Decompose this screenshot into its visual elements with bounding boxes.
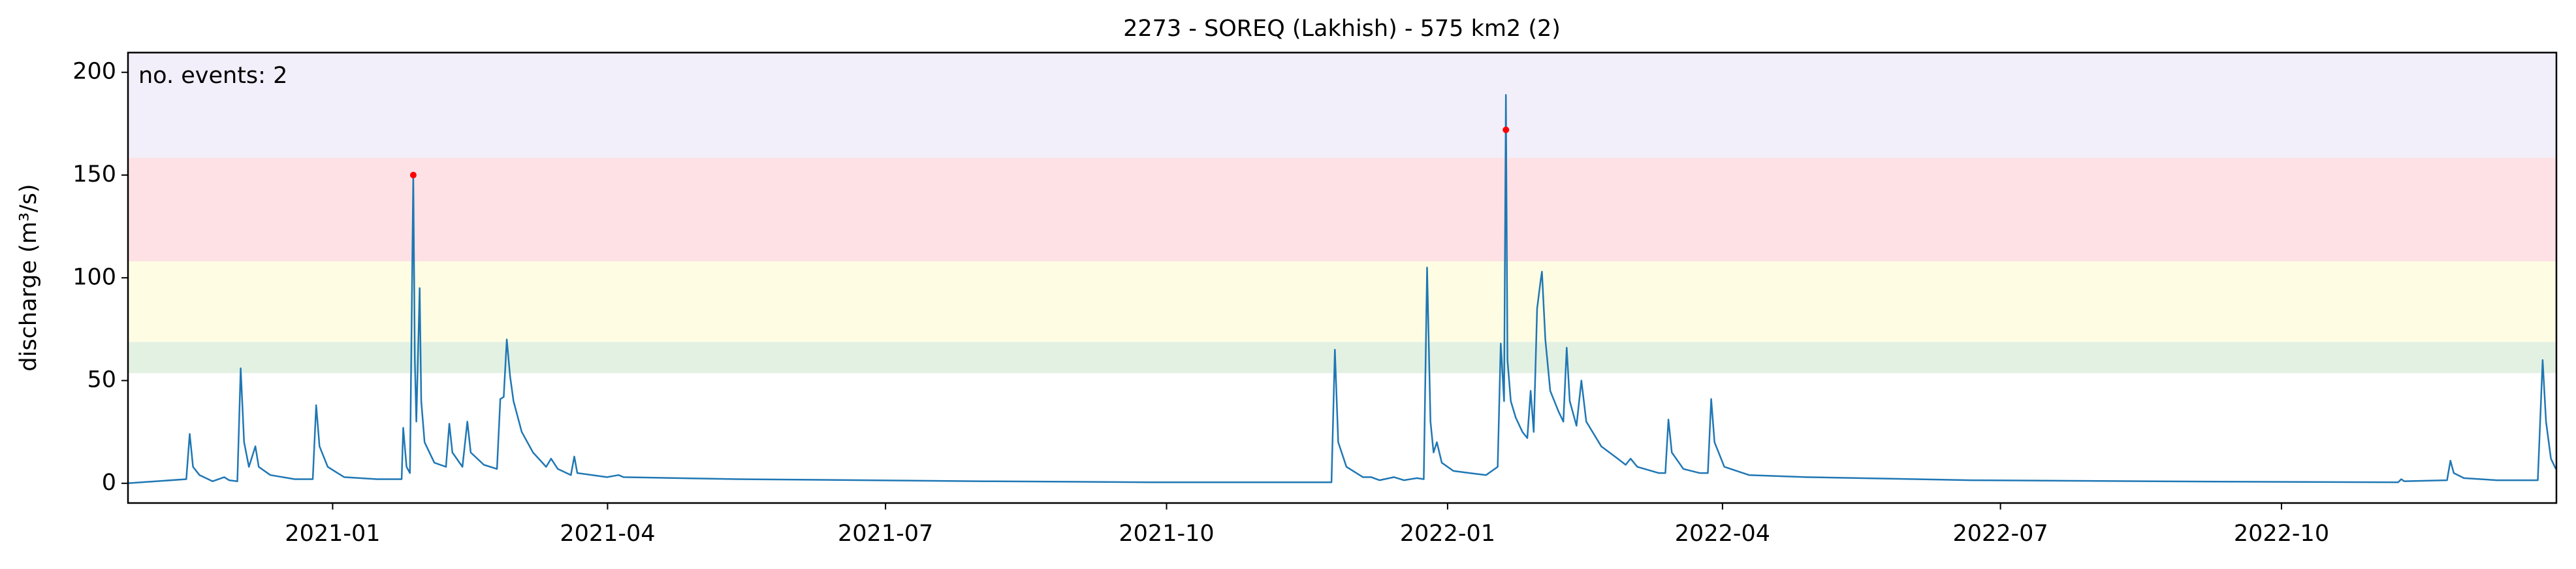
discharge-line	[127, 94, 2557, 485]
plot-area	[127, 52, 2557, 485]
y-tick-label: 50	[87, 367, 116, 393]
x-tick-label: 2022-04	[1675, 521, 1770, 547]
y-tick-label: 100	[72, 264, 116, 290]
x-tick-label: 2021-10	[1119, 521, 1214, 547]
y-tick-label: 0	[102, 470, 116, 496]
x-tick-label: 2021-07	[838, 521, 933, 547]
x-tick-label: 2021-01	[285, 521, 380, 547]
event-marker	[409, 171, 417, 178]
y-axis-label: discharge (m³/s)	[16, 184, 42, 371]
y-tick-label: 200	[72, 59, 116, 85]
event-marker	[1503, 126, 1510, 133]
threshold-band	[128, 342, 2556, 374]
annotation: no. events: 2	[138, 63, 287, 89]
y-tick-label: 150	[72, 161, 116, 187]
chart-title: 2273 - SOREQ (Lakhish) - 575 km2 (2)	[1123, 16, 1561, 42]
threshold-band	[128, 261, 2556, 342]
x-tick-label: 2022-07	[1952, 521, 2048, 547]
x-tick-label: 2022-10	[2234, 521, 2329, 547]
x-tick-label: 2021-04	[560, 521, 655, 547]
threshold-band	[128, 52, 2556, 158]
x-tick-label: 2022-01	[1400, 521, 1495, 547]
threshold-band	[128, 157, 2556, 262]
